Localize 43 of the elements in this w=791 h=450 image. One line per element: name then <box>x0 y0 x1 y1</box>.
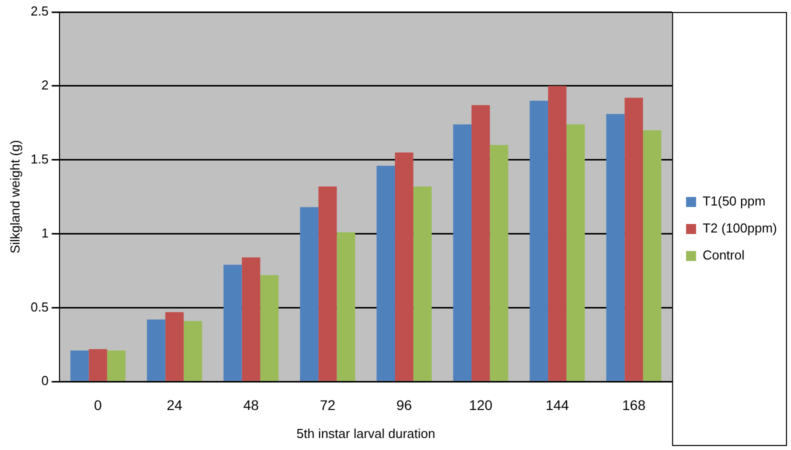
bar <box>223 264 242 381</box>
bar <box>453 124 472 381</box>
bar <box>566 124 585 381</box>
y-tick-label: 0 <box>41 373 49 388</box>
x-tick-label: 24 <box>166 396 182 413</box>
y-tick-label: 1.5 <box>30 151 49 166</box>
bar <box>300 207 318 381</box>
x-tick-label: 0 <box>94 396 102 413</box>
bar <box>606 114 625 381</box>
x-tick-label: 72 <box>320 396 336 413</box>
y-tick-label: 2.5 <box>30 4 49 19</box>
bar <box>490 145 508 381</box>
bar <box>472 105 490 381</box>
bar <box>242 257 260 381</box>
bar <box>165 312 184 381</box>
legend-label: T1(50 ppm <box>702 194 766 209</box>
y-tick-label: 2 <box>41 78 49 92</box>
x-tick-label: 48 <box>243 396 260 413</box>
x-tick-label: 144 <box>546 396 570 413</box>
bar <box>88 349 108 381</box>
y-tick-label: 0.5 <box>30 299 49 314</box>
y-tick-label: 1 <box>41 225 49 240</box>
x-axis-title: 5th instar larval duration <box>296 426 436 441</box>
bar <box>394 152 414 381</box>
bar <box>530 100 548 381</box>
x-tick-label: 96 <box>396 396 412 413</box>
x-tick-label: 120 <box>469 396 493 413</box>
bar <box>413 186 432 381</box>
x-tick-label: 168 <box>622 396 646 413</box>
bar <box>318 186 337 381</box>
legend-label: Control <box>702 248 745 263</box>
bar <box>184 320 202 381</box>
bar <box>642 130 662 381</box>
bar <box>336 232 356 381</box>
y-axis-title: Silkgland weight (g) <box>7 140 22 254</box>
bar <box>260 275 279 381</box>
legend-label: T2 (100ppm) <box>702 220 777 236</box>
bar <box>548 86 566 381</box>
bar <box>376 166 395 381</box>
bar <box>146 320 166 381</box>
bar <box>107 350 126 381</box>
bar <box>624 98 643 381</box>
bar <box>70 350 89 381</box>
